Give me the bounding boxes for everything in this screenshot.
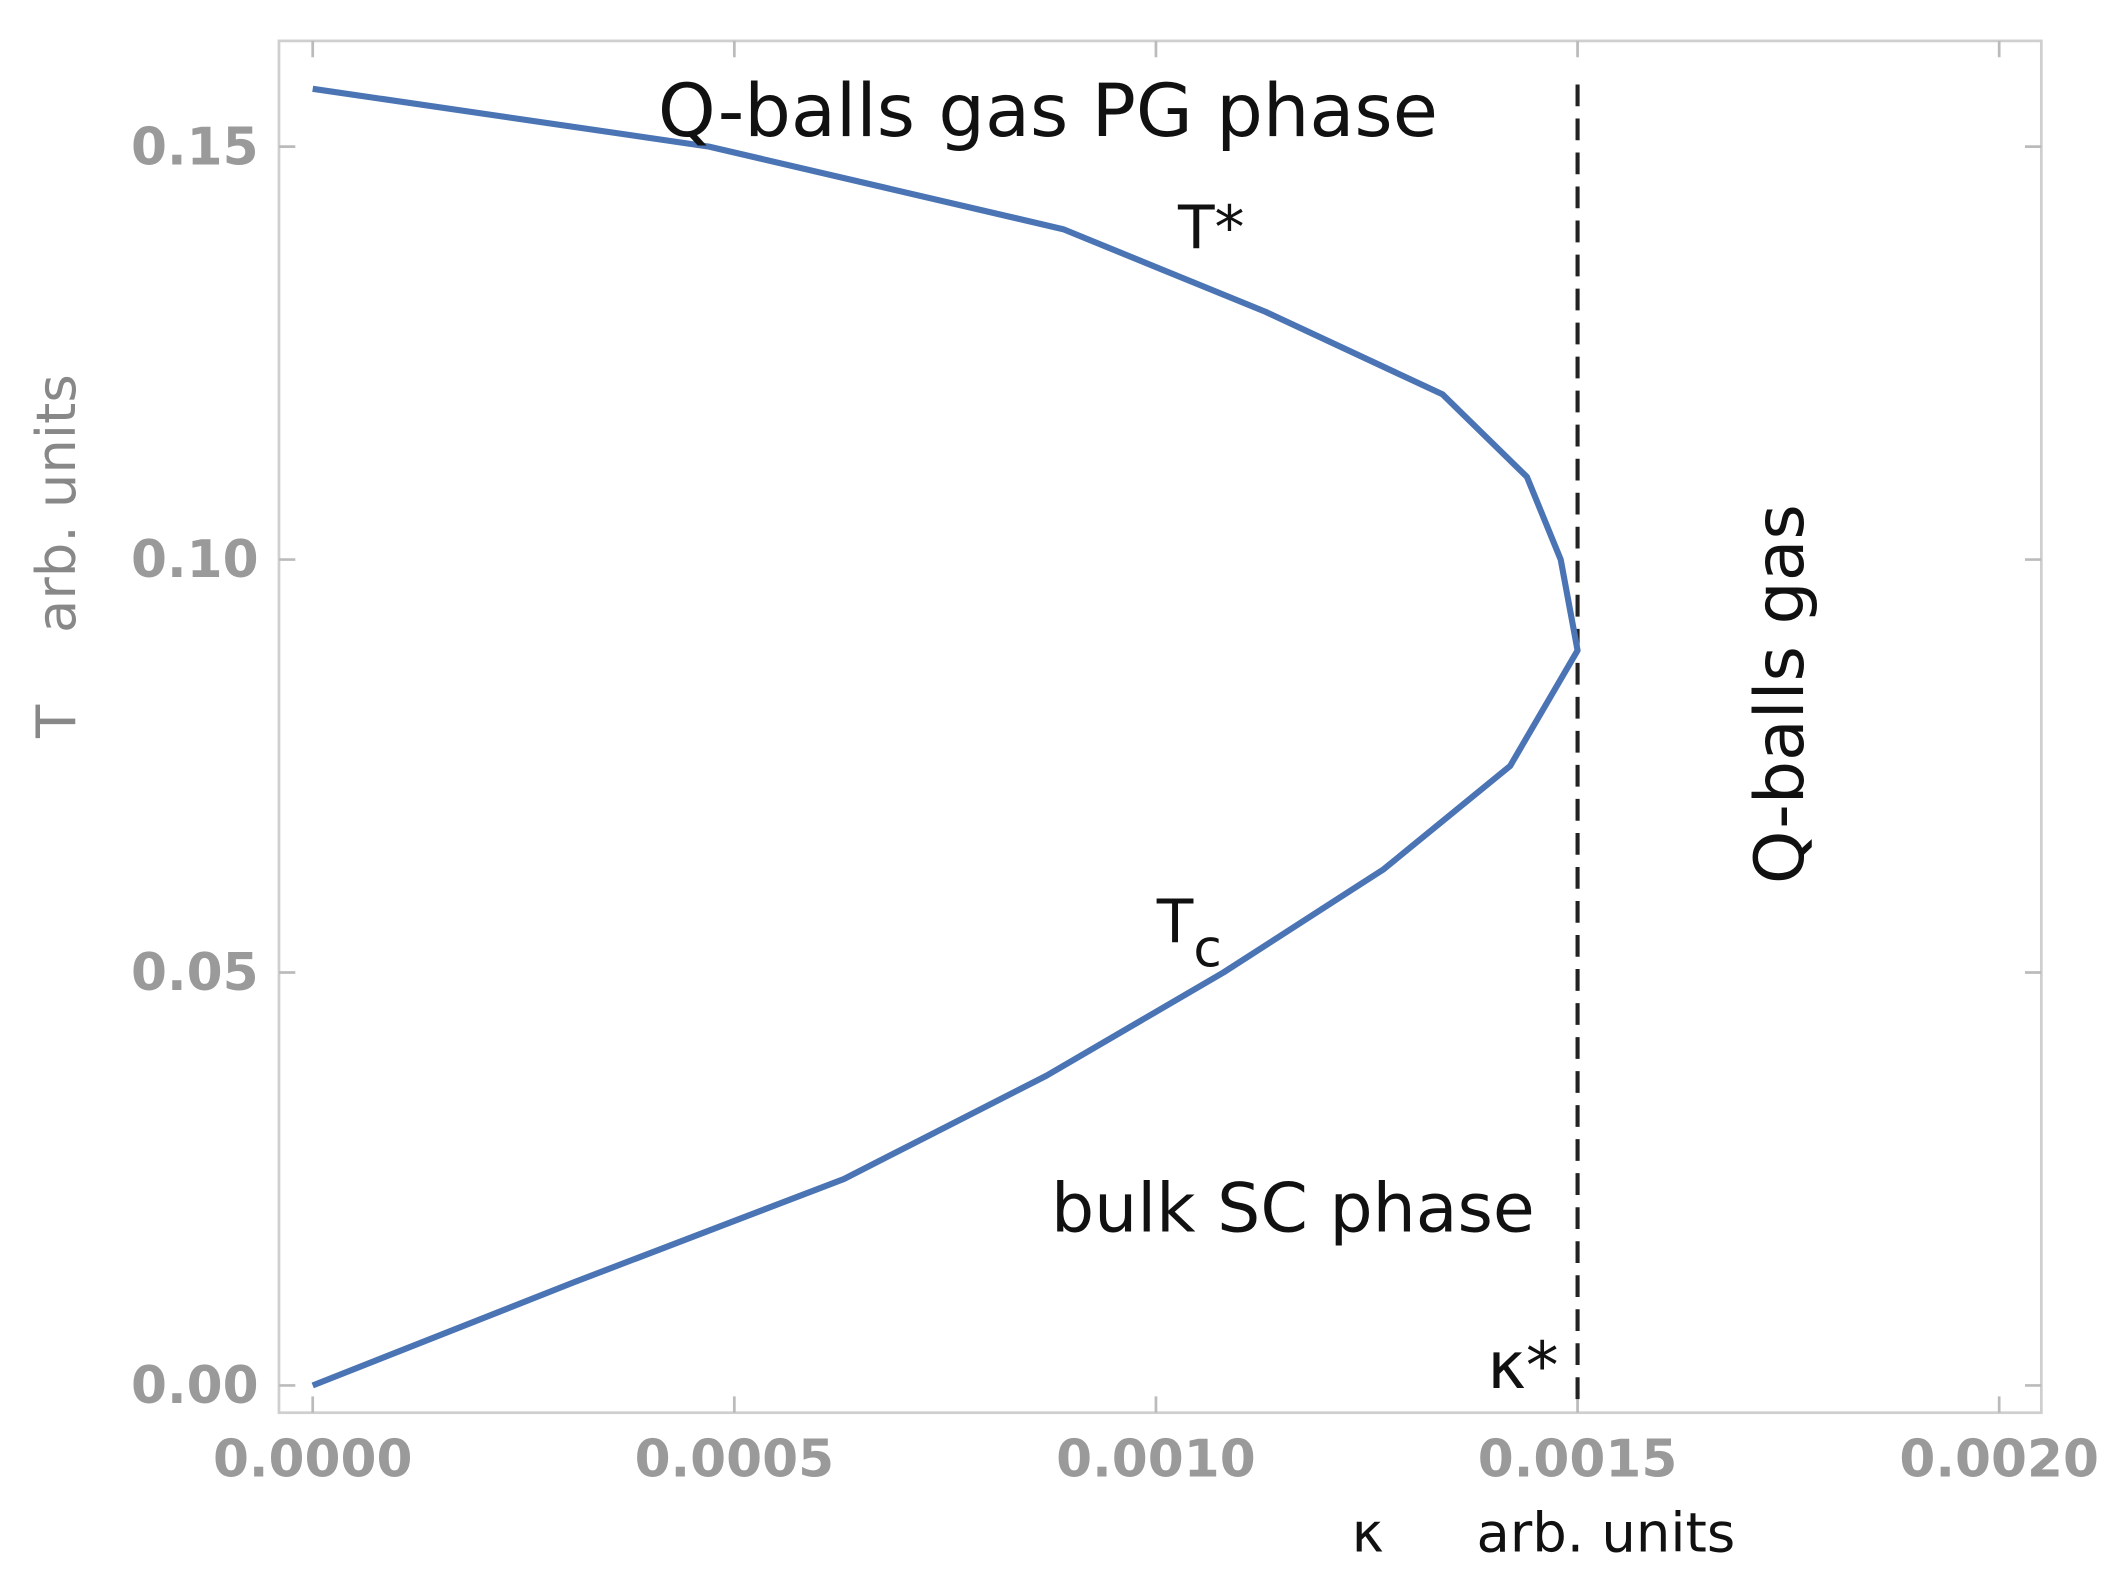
y-axis-label: T (24, 704, 88, 739)
annotation: T* (1177, 193, 1245, 263)
x-axis-label: κ (1352, 1501, 1384, 1565)
critical-label: κ* (1487, 1328, 1558, 1404)
x-tick-label: 0.0000 (213, 1430, 413, 1490)
x-tick-label: 0.0015 (1478, 1430, 1678, 1490)
annotation-text: Q-balls gas (1741, 504, 1820, 884)
annotation-text: T (1156, 887, 1194, 957)
x-axis-unit: arb. units (1477, 1501, 1736, 1565)
plot-frame (277, 39, 2043, 1415)
y-tick-label: 0.10 (131, 530, 259, 590)
y-tick-label: 0.05 (131, 943, 259, 1003)
annotation-text: T* (1177, 193, 1245, 263)
annotation-text: Q-balls gas PG phase (658, 69, 1438, 154)
annotation-subscript: c (1193, 919, 1221, 979)
x-tick-label: 0.0010 (1056, 1430, 1256, 1490)
annotation: Q-balls gas (1741, 504, 1820, 884)
annotation: bulk SC phase (1051, 1170, 1535, 1249)
x-tick-label: 0.0005 (635, 1430, 835, 1490)
y-axis-unit: arb. units (24, 374, 88, 633)
x-tick-label: 0.0020 (1899, 1430, 2099, 1490)
annotation: Tc (1156, 887, 1222, 979)
annotation-text: bulk SC phase (1051, 1170, 1535, 1249)
annotation: Q-balls gas PG phase (658, 69, 1438, 154)
y-tick-label: 0.15 (131, 117, 259, 177)
y-tick-label: 0.00 (131, 1356, 259, 1416)
curve (311, 85, 1581, 1389)
